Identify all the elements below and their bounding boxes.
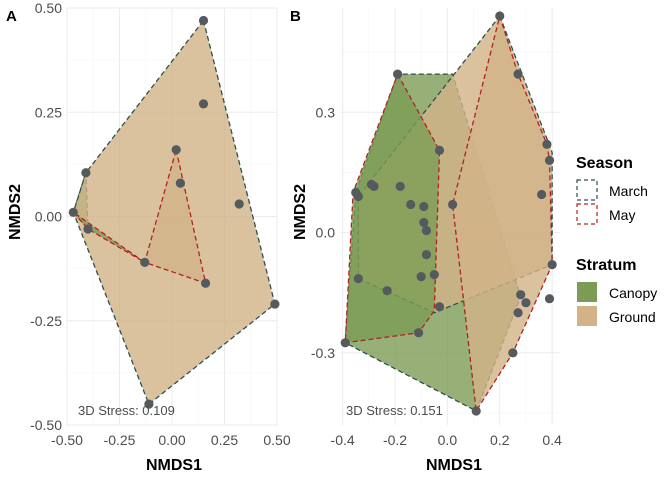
legend-stratum-title: Stratum xyxy=(576,257,636,274)
y-tick-label: -0.3 xyxy=(311,345,335,361)
x-tick-label: 0.2 xyxy=(490,432,510,448)
data-point xyxy=(68,207,78,217)
hull-outline-march-ground xyxy=(357,14,553,314)
data-point xyxy=(547,260,557,270)
panel-b-tag: B xyxy=(290,8,301,25)
data-point xyxy=(175,178,185,188)
panel-b-x-ticks: -0.4 -0.2 0.0 0.2 0.4 xyxy=(331,432,563,448)
y-tick-label: 0.50 xyxy=(35,0,62,16)
y-tick-label: 0.0 xyxy=(316,225,336,241)
data-point xyxy=(406,199,416,210)
panel-a-y-ticks: -0.50 -0.25 0.00 0.25 0.50 xyxy=(30,0,62,433)
panel-a-x-axis-title: NMDS1 xyxy=(146,457,202,474)
x-tick-label: 0.4 xyxy=(542,432,562,448)
panel-a-hulls xyxy=(72,19,276,406)
data-point xyxy=(521,298,531,308)
x-tick-label: 0.50 xyxy=(263,432,290,448)
data-point xyxy=(340,338,350,348)
panel-a: -0.50 -0.25 0.00 0.25 0.50 -0.50 -0.25 0.00 0.2… xyxy=(6,0,291,474)
x-tick-label: -0.25 xyxy=(104,432,136,448)
data-point xyxy=(537,189,547,200)
panel-b-points xyxy=(340,11,557,416)
data-point xyxy=(369,181,379,192)
data-point xyxy=(413,328,424,338)
legend-key-ground xyxy=(577,306,597,326)
x-tick-label: -0.2 xyxy=(383,432,407,448)
data-point xyxy=(429,270,439,280)
legend-key-may xyxy=(576,203,598,225)
data-point xyxy=(395,181,405,192)
x-tick-label: -0.50 xyxy=(51,432,83,448)
panel-b-hulls xyxy=(344,13,553,413)
y-tick-label: -0.25 xyxy=(30,313,62,329)
data-point xyxy=(513,308,523,318)
legend-label-may: May xyxy=(609,207,635,223)
data-point xyxy=(353,274,363,284)
data-point xyxy=(382,286,392,296)
data-point xyxy=(544,155,555,165)
panel-b-y-ticks: -0.3 0.0 0.3 xyxy=(311,104,335,361)
legend-key-canopy xyxy=(577,282,597,302)
data-point xyxy=(516,290,526,300)
legend-label-ground: Ground xyxy=(609,309,656,325)
x-tick-label: 0.00 xyxy=(158,432,185,448)
data-point xyxy=(508,348,518,358)
x-tick-label: 0.25 xyxy=(211,432,238,448)
data-point xyxy=(201,278,211,288)
hull-fill-may-ground xyxy=(144,149,206,284)
x-tick-label: 0.0 xyxy=(438,432,458,448)
legend-season-title: Season xyxy=(576,155,633,172)
data-point xyxy=(83,224,93,234)
data-point xyxy=(419,217,429,228)
panel-a-stress-label: 3D Stress: 0.109 xyxy=(78,403,175,418)
legend-key-march xyxy=(576,179,598,201)
data-point xyxy=(81,168,91,178)
x-tick-label: -0.4 xyxy=(331,432,355,448)
y-tick-label: -0.50 xyxy=(30,417,62,433)
legend-label-march: March xyxy=(609,183,648,199)
panel-a-points xyxy=(68,15,280,409)
panel-b-y-axis-title: NMDS2 xyxy=(292,184,309,240)
data-point xyxy=(171,145,181,155)
data-point xyxy=(471,406,481,416)
data-point xyxy=(140,257,150,267)
legend: Season March May Stratum Canopy Ground xyxy=(576,155,657,326)
data-point xyxy=(144,399,154,409)
data-point xyxy=(513,69,523,79)
data-point xyxy=(198,15,209,26)
data-point xyxy=(234,199,244,209)
data-point xyxy=(416,272,426,282)
y-tick-label: 0.00 xyxy=(35,209,62,225)
data-point xyxy=(198,99,209,109)
y-tick-label: 0.3 xyxy=(316,104,336,120)
data-point xyxy=(421,249,432,260)
data-point xyxy=(270,299,280,309)
data-point xyxy=(419,201,429,212)
panel-a-y-axis-title: NMDS2 xyxy=(7,184,24,240)
data-point xyxy=(353,191,363,202)
panel-a-x-ticks: -0.50 -0.25 0.00 0.25 0.50 xyxy=(51,432,291,448)
hull-outline-march-ground xyxy=(72,19,276,406)
data-point xyxy=(448,199,458,210)
data-point xyxy=(434,302,445,312)
hull-outline-may-canopy xyxy=(72,211,146,263)
hull-fill-may-ground xyxy=(452,16,553,411)
panel-b-stress-label: 3D Stress: 0.151 xyxy=(346,403,443,418)
panel-b: -0.4 -0.2 0.0 0.2 0.4 -0.3 0.0 0.3 B 3D Stress… xyxy=(290,8,562,474)
legend-label-canopy: Canopy xyxy=(609,285,657,301)
data-point xyxy=(544,294,555,304)
data-point xyxy=(434,145,445,155)
data-point xyxy=(393,69,403,79)
hull-outline-may-ground xyxy=(143,149,207,285)
y-tick-label: 0.25 xyxy=(35,104,62,120)
hull-outline-march-canopy xyxy=(344,73,522,412)
data-point xyxy=(495,11,505,21)
hull-fill-may-canopy xyxy=(345,74,440,343)
panel-a-tag: A xyxy=(6,8,17,25)
data-point xyxy=(542,139,552,149)
data-point xyxy=(421,225,432,236)
panel-b-x-axis-title: NMDS1 xyxy=(426,457,482,474)
